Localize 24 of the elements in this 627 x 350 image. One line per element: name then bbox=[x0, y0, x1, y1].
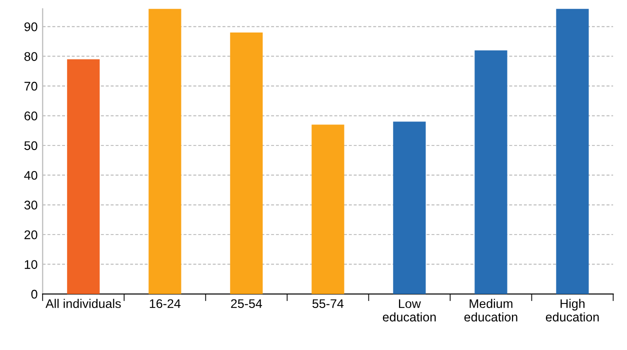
x-tick-label: 25-54 bbox=[231, 299, 262, 308]
y-tick-label: 50 bbox=[24, 141, 38, 150]
x-tick-label: Medium education bbox=[464, 298, 518, 322]
bar bbox=[67, 59, 100, 294]
bar bbox=[556, 8, 589, 294]
bar bbox=[393, 122, 426, 294]
bar bbox=[230, 32, 263, 294]
x-tick-label: All individuals bbox=[46, 298, 121, 308]
x-tick-label: 55-74 bbox=[312, 299, 344, 308]
y-tick-label: 20 bbox=[24, 230, 38, 240]
bar bbox=[474, 50, 508, 294]
y-tick-label: 30 bbox=[24, 200, 38, 210]
y-tick-label: 40 bbox=[24, 170, 38, 180]
x-tick-label: 16-24 bbox=[150, 299, 181, 308]
x-tick-label: Low education bbox=[382, 299, 436, 322]
x-tick-label: High education bbox=[546, 298, 599, 322]
y-tick-label: 90 bbox=[24, 22, 38, 32]
y-tick-label: 80 bbox=[24, 52, 38, 61]
bar bbox=[312, 124, 344, 294]
y-tick-label: 10 bbox=[24, 260, 38, 269]
y-tick-label: 60 bbox=[24, 112, 38, 120]
y-tick-label: 70 bbox=[24, 82, 38, 91]
y-tick-label: 0 bbox=[31, 290, 38, 299]
bar bbox=[148, 8, 182, 294]
